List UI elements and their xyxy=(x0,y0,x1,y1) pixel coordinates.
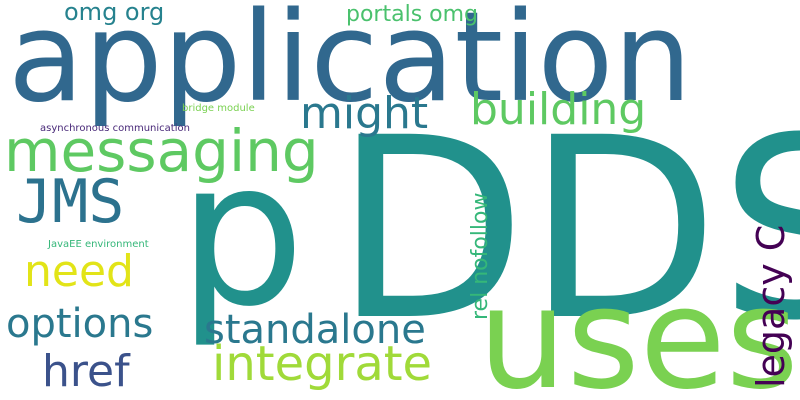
word-jms: JMS xyxy=(16,167,125,237)
word-asynchronous-communication: asynchronous communication xyxy=(40,123,190,134)
word-options: options xyxy=(6,301,154,347)
word-integrate: integrate xyxy=(212,336,433,392)
word-portals-omg: portals omg xyxy=(346,2,478,27)
word-uses: uses xyxy=(478,258,799,400)
word-omg-org: omg org xyxy=(64,0,165,26)
word-messaging: messaging xyxy=(4,117,319,185)
word-need: need xyxy=(24,246,134,297)
word-standalone: standalone xyxy=(204,307,426,353)
word-javaee-environment: JavaEE environment xyxy=(48,239,149,250)
word-href: href xyxy=(42,346,130,397)
word-application: application xyxy=(8,0,692,130)
word-might: might xyxy=(300,88,429,139)
word-rel-nofollow: rel nofollow xyxy=(468,192,493,321)
word-bridge-module: bridge module xyxy=(182,103,255,114)
word-legacy-c: legacy C xyxy=(749,224,793,388)
word-dds: DDS xyxy=(334,84,800,375)
word-building: building xyxy=(470,84,647,135)
word-p: p xyxy=(178,118,305,351)
